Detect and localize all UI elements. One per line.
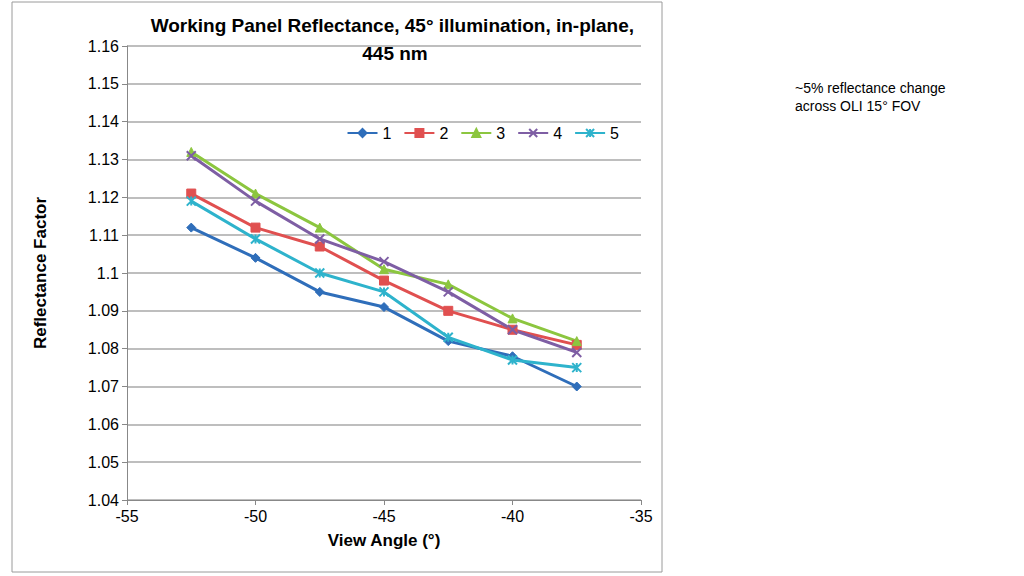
svg-text:1.16: 1.16 [88, 38, 119, 55]
svg-text:5: 5 [610, 125, 619, 142]
svg-text:-35: -35 [629, 508, 652, 525]
svg-text:1.08: 1.08 [88, 340, 119, 357]
svg-text:1.13: 1.13 [88, 151, 119, 168]
svg-text:1.15: 1.15 [88, 75, 119, 92]
svg-text:1.12: 1.12 [88, 189, 119, 206]
svg-text:Working Panel Reflectance, 45°: Working Panel Reflectance, 45° illuminat… [151, 15, 640, 36]
svg-text:-45: -45 [372, 508, 395, 525]
svg-text:1.06: 1.06 [88, 416, 119, 433]
svg-text:-50: -50 [244, 508, 267, 525]
svg-text:1.07: 1.07 [88, 378, 119, 395]
svg-text:across OLI 15° FOV: across OLI 15° FOV [795, 98, 921, 114]
svg-text:~5% reflectance change: ~5% reflectance change [795, 80, 950, 96]
svg-text:1.05: 1.05 [88, 454, 119, 471]
svg-text:4: 4 [553, 125, 562, 142]
svg-text:1.14: 1.14 [88, 113, 119, 130]
svg-text:3: 3 [496, 125, 505, 142]
svg-text:-55: -55 [115, 508, 138, 525]
svg-text:1: 1 [383, 125, 392, 142]
svg-text:Reflectance Factor: Reflectance Factor [31, 197, 50, 349]
svg-text:1.1: 1.1 [97, 265, 119, 282]
svg-text:2: 2 [439, 125, 448, 142]
svg-text:-40: -40 [501, 508, 524, 525]
svg-text:1.09: 1.09 [88, 302, 119, 319]
svg-text:445 nm: 445 nm [362, 43, 427, 64]
svg-text:1.04: 1.04 [88, 492, 119, 509]
svg-text:1.11: 1.11 [89, 227, 119, 244]
svg-text:View Angle (°): View Angle (°) [328, 531, 441, 550]
